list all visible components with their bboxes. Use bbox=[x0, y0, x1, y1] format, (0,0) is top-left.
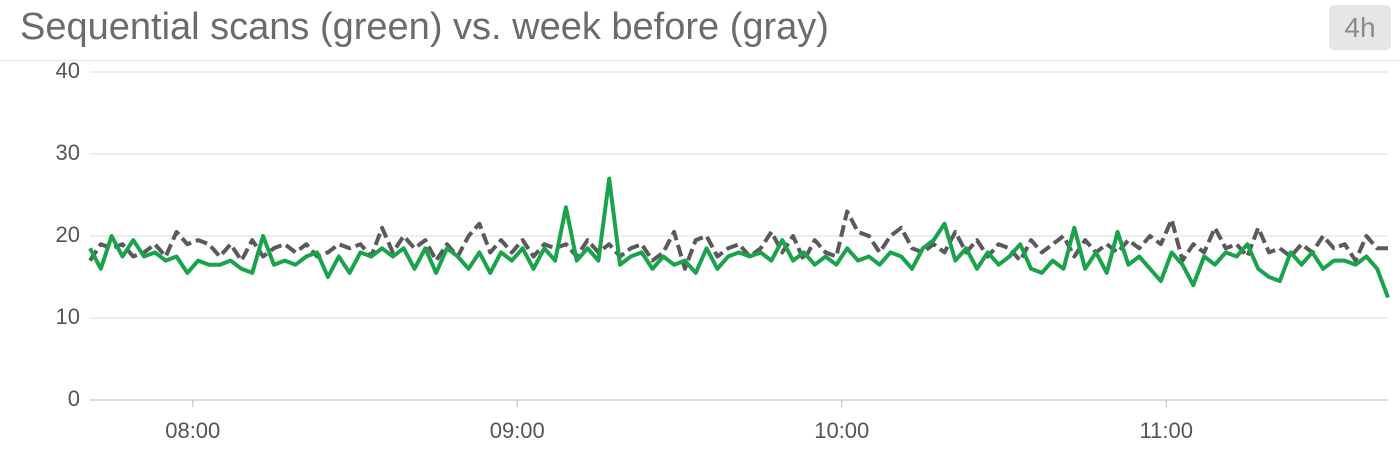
y-tick-label: 10 bbox=[56, 304, 80, 329]
x-tick-label: 10:00 bbox=[814, 418, 869, 443]
time-range-button[interactable]: 4h bbox=[1329, 5, 1391, 50]
y-tick-label: 30 bbox=[56, 140, 80, 165]
series-line bbox=[88, 209, 1388, 271]
x-tick-label: 09:00 bbox=[490, 418, 545, 443]
x-tick-label: 11:00 bbox=[1140, 418, 1193, 443]
y-tick-label: 0 bbox=[68, 386, 80, 411]
y-tick-label: 20 bbox=[56, 222, 80, 247]
x-tick-label: 08:00 bbox=[165, 418, 220, 443]
y-tick-label: 40 bbox=[56, 58, 80, 83]
chart-title: Sequential scans (green) vs. week before… bbox=[20, 6, 829, 48]
series-line bbox=[88, 176, 1390, 299]
